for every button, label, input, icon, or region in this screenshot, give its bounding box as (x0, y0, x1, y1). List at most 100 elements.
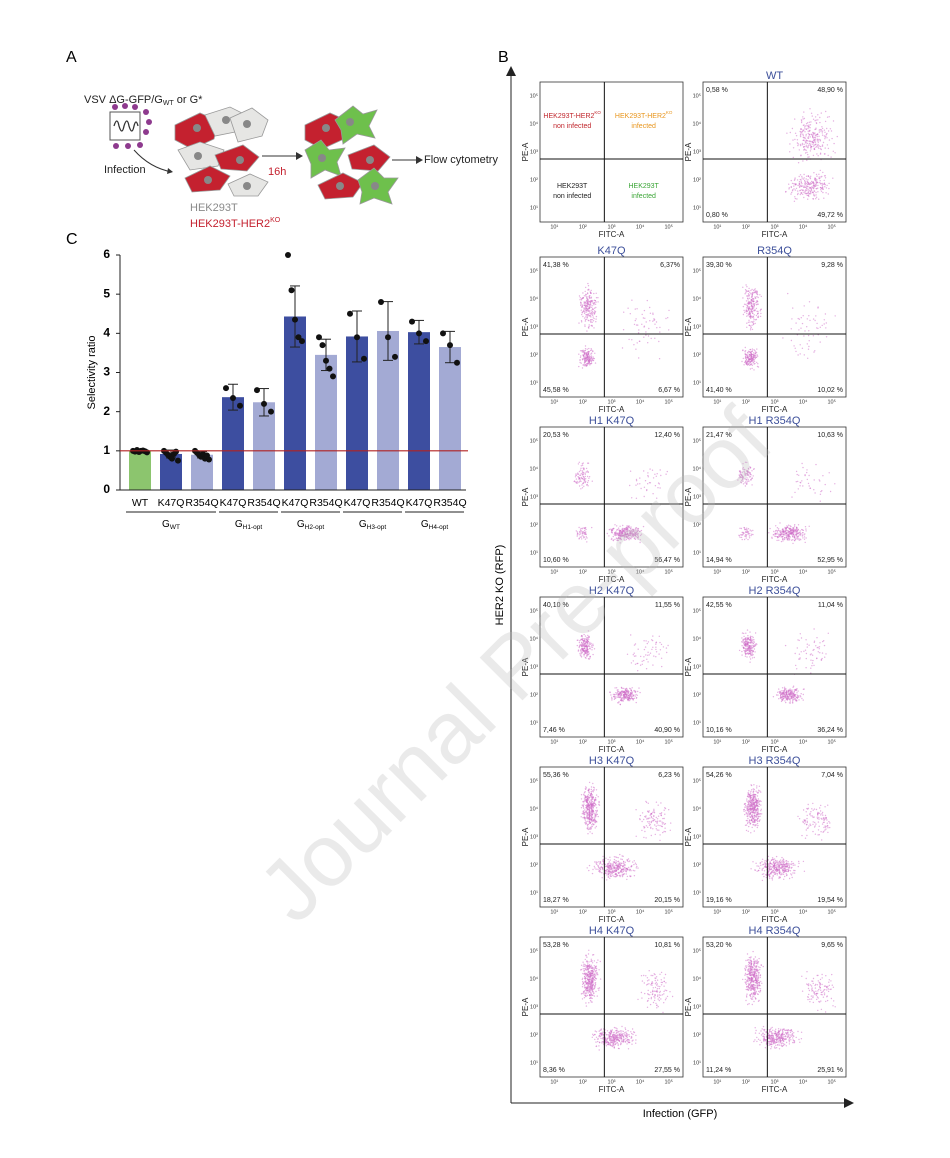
event-dot (610, 875, 613, 877)
quadrant-percent: 20,15 % (654, 897, 680, 904)
data-point (454, 359, 460, 366)
event-dot (748, 354, 750, 356)
event-dot (738, 534, 740, 536)
event-dot (753, 816, 756, 818)
event-dot (812, 318, 815, 320)
event-dot (584, 819, 587, 821)
arrow-head (416, 156, 423, 164)
event-dot (655, 643, 657, 645)
event-dot (802, 186, 805, 189)
event-dot (817, 155, 819, 157)
quadrant-percent: 11,55 % (655, 602, 680, 609)
event-dot (659, 820, 662, 822)
event-dot (622, 530, 624, 532)
event-dot (587, 462, 590, 464)
legend-plot: 10¹10¹10²10²10³10³10⁴10⁴10⁵10⁵FITC-APE-A… (521, 81, 684, 239)
event-dot (797, 144, 799, 147)
event-dot (584, 320, 587, 322)
event-dot (746, 645, 749, 647)
event-dot (627, 699, 629, 702)
event-dot (784, 700, 786, 702)
event-dot (786, 693, 788, 696)
event-dot (583, 803, 585, 805)
x-label: FITC-A (599, 230, 625, 239)
event-dot (588, 792, 590, 794)
event-dot (803, 196, 805, 199)
event-dot (584, 349, 586, 352)
event-dot (583, 792, 586, 794)
event-dot (791, 191, 793, 194)
event-dot (742, 463, 744, 465)
event-dot (799, 657, 801, 659)
event-dot (748, 480, 750, 482)
event-dot (578, 530, 581, 533)
event-dot (802, 133, 804, 135)
event-dot (792, 532, 794, 534)
virus-genome (113, 120, 139, 132)
event-dot (802, 160, 804, 162)
event-dot (812, 142, 815, 144)
time-label: 16h (268, 166, 286, 178)
event-dot (741, 641, 743, 643)
data-point (440, 330, 446, 337)
event-dot (749, 308, 751, 310)
event-dot (810, 112, 813, 115)
event-dot (745, 810, 747, 812)
event-dot (654, 337, 656, 339)
event-dot (633, 644, 636, 646)
event-dot (645, 321, 647, 323)
event-dot (789, 151, 791, 153)
event-dot (652, 646, 654, 648)
event-dot (741, 479, 743, 482)
y-label: PE-A (684, 142, 693, 161)
event-dot (807, 145, 809, 147)
event-dot (618, 864, 620, 866)
event-dot (826, 116, 829, 118)
event-dot (832, 150, 834, 152)
event-dot (824, 175, 826, 177)
event-dot (637, 483, 639, 485)
event-dot (786, 530, 788, 532)
event-dot (744, 361, 746, 364)
event-dot (656, 473, 658, 475)
event-dot (640, 487, 642, 490)
event-dot (740, 534, 742, 536)
event-dot (588, 821, 591, 823)
event-dot (819, 341, 821, 343)
event-dot (805, 537, 807, 539)
event-dot (591, 299, 594, 302)
event-dot (803, 335, 805, 337)
event-dot (643, 818, 645, 821)
x-tick-label: 10² (579, 569, 587, 575)
event-dot (581, 367, 584, 369)
x-tick-label: 10⁴ (636, 568, 645, 575)
event-dot (742, 480, 744, 482)
event-dot (799, 353, 801, 355)
event-dot (815, 173, 818, 176)
x-tick-label: K47Q (282, 497, 309, 509)
event-dot (611, 870, 613, 872)
event-dot (756, 826, 758, 829)
quadrant-percent: 40,90 % (654, 727, 680, 734)
event-dot (742, 297, 744, 299)
event-dot (635, 532, 637, 534)
event-dot (773, 530, 775, 533)
event-dot (635, 809, 637, 811)
event-dot (753, 656, 755, 659)
event-dot (741, 654, 743, 656)
event-dot (589, 304, 591, 306)
event-dot (588, 815, 591, 817)
event-dot (633, 537, 635, 539)
event-dot (620, 538, 622, 540)
event-dot (806, 182, 809, 184)
cell-ko-sup: KO (270, 217, 281, 224)
event-dot (745, 354, 747, 356)
event-dot (579, 356, 582, 359)
event-dot (612, 535, 614, 538)
plot-title: H3 K47Q (589, 755, 635, 767)
event-dot (752, 654, 754, 656)
event-dot (747, 306, 749, 308)
event-dot (761, 813, 763, 815)
event-dot (626, 859, 628, 861)
quadrant-state: infected (631, 123, 656, 130)
